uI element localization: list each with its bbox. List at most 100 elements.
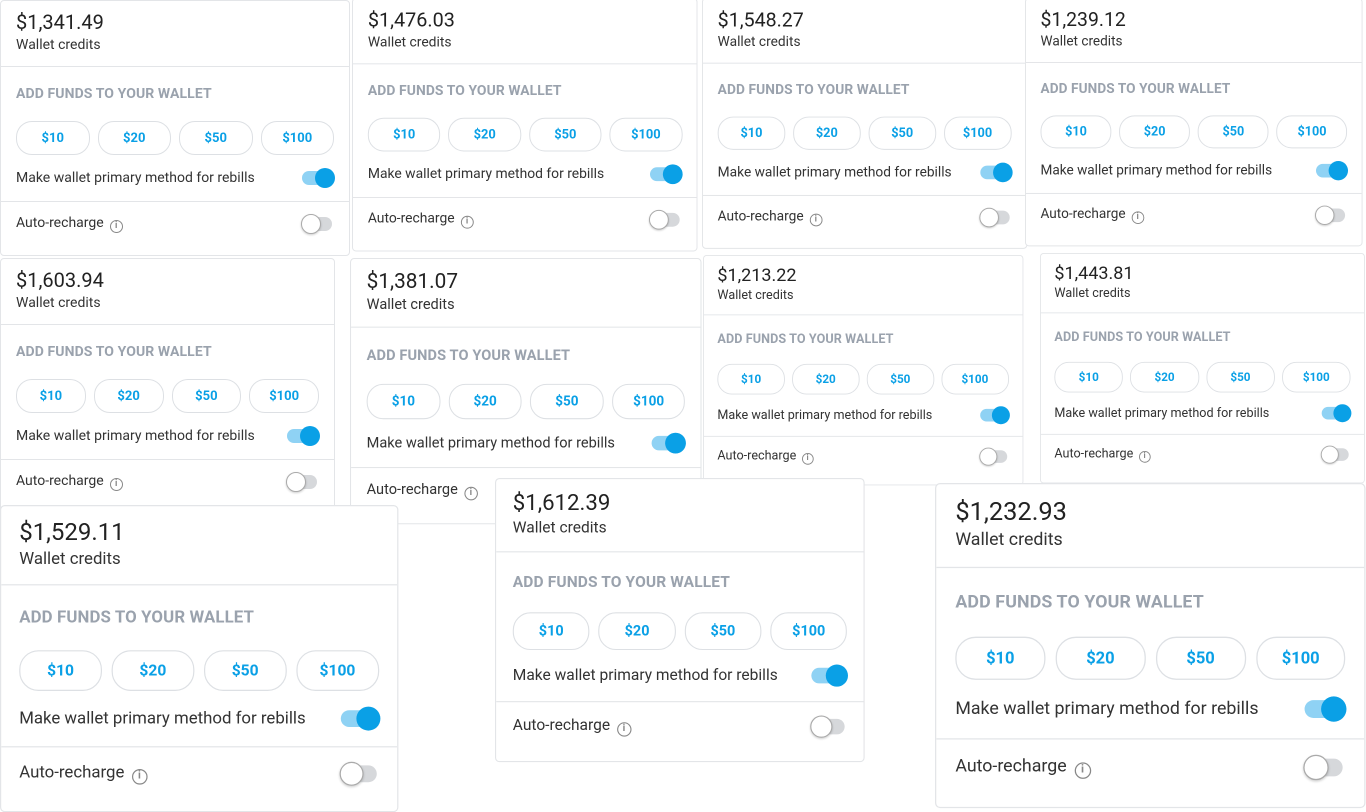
amount-button[interactable]: $10: [1040, 115, 1112, 149]
amount-button[interactable]: $50: [528, 117, 602, 152]
primary-toggle[interactable]: [1321, 404, 1352, 423]
amount-button[interactable]: $50: [530, 383, 604, 420]
info-icon[interactable]: i: [131, 769, 148, 785]
amount-button[interactable]: $10: [512, 612, 590, 651]
primary-label: Make wallet primary method for rebills: [16, 428, 255, 444]
amount-button[interactable]: $20: [448, 383, 522, 420]
amount-buttons: $10 $20 $50 $100: [16, 121, 334, 155]
amount-button[interactable]: $50: [203, 650, 287, 691]
amount-button[interactable]: $100: [609, 117, 683, 152]
amount-button[interactable]: $10: [955, 636, 1046, 680]
toggle-knob: [826, 664, 849, 687]
info-icon[interactable]: i: [801, 453, 814, 465]
amount-button[interactable]: $50: [868, 116, 936, 150]
amount-button[interactable]: $20: [97, 121, 171, 155]
balance-label: Wallet credits: [717, 34, 801, 50]
amount-button[interactable]: $10: [366, 383, 441, 420]
wallet-card: $1,443.81 Wallet credits ADD FUNDS TO YOUR…: [1040, 253, 1365, 484]
amount-button[interactable]: $20: [1055, 636, 1146, 680]
primary-toggle[interactable]: [650, 164, 684, 185]
balance-label: Wallet credits: [955, 529, 1063, 551]
primary-row: Make wallet primary method for rebills: [352, 151, 697, 198]
auto-recharge-toggle[interactable]: [301, 214, 334, 234]
auto-recharge-toggle[interactable]: [810, 715, 848, 738]
info-icon[interactable]: i: [1074, 762, 1091, 779]
primary-toggle[interactable]: [302, 168, 335, 188]
amount-button[interactable]: $10: [367, 117, 441, 152]
auto-recharge-toggle[interactable]: [1315, 205, 1347, 225]
amount-buttons: $10 $20 $50 $100: [366, 383, 686, 420]
amount-button[interactable]: $100: [770, 612, 848, 651]
auto-recharge-row: Auto-recharge i: [1054, 435, 1350, 475]
amount-button[interactable]: $100: [1276, 115, 1348, 149]
amount-button[interactable]: $100: [611, 383, 686, 420]
auto-recharge-toggle[interactable]: [339, 761, 378, 786]
balance: $1,476.03: [367, 7, 455, 32]
auto-recharge-row: Auto-recharge i: [513, 702, 847, 751]
amount-button[interactable]: $50: [684, 612, 762, 651]
amount-button[interactable]: $10: [717, 116, 786, 150]
auto-recharge-toggle[interactable]: [286, 472, 319, 492]
amount-button[interactable]: $10: [19, 650, 102, 691]
amount-button[interactable]: $50: [866, 363, 935, 395]
auto-recharge-toggle[interactable]: [649, 209, 682, 230]
amount-button[interactable]: $100: [249, 379, 319, 413]
info-icon[interactable]: i: [809, 213, 823, 227]
toggle-knob: [991, 406, 1010, 425]
amount-button[interactable]: $20: [93, 379, 164, 413]
amount-button[interactable]: $20: [792, 363, 860, 395]
amount-button[interactable]: $50: [171, 379, 242, 413]
amount-button[interactable]: $100: [296, 650, 379, 691]
info-icon[interactable]: i: [616, 722, 632, 737]
amount-button[interactable]: $50: [1155, 636, 1246, 680]
primary-toggle[interactable]: [811, 664, 849, 687]
auto-recharge-toggle[interactable]: [1303, 754, 1346, 781]
amount-button[interactable]: $20: [1130, 361, 1199, 393]
primary-toggle[interactable]: [1316, 160, 1349, 181]
primary-toggle[interactable]: [979, 162, 1013, 183]
wallet-card: $1,213.22 Wallet credits ADD FUNDS TO YOUR…: [703, 255, 1023, 486]
auto-recharge-toggle[interactable]: [978, 207, 1011, 228]
primary-toggle[interactable]: [979, 406, 1010, 425]
primary-toggle[interactable]: [652, 432, 687, 454]
info-icon[interactable]: i: [109, 220, 123, 233]
auto-recharge-label: Auto-recharge: [367, 210, 455, 227]
primary-toggle[interactable]: [287, 426, 320, 446]
amount-button[interactable]: $20: [448, 117, 522, 152]
amount-button[interactable]: $100: [943, 116, 1012, 150]
amount-button[interactable]: $20: [793, 116, 861, 150]
balance: $1,381.07: [366, 268, 459, 294]
amount-button[interactable]: $50: [1197, 115, 1269, 149]
amount-button[interactable]: $100: [941, 363, 1009, 395]
info-icon[interactable]: i: [1131, 211, 1144, 225]
auto-recharge-row: Auto-recharge i: [19, 747, 379, 800]
card-header: $1,239.12 Wallet credits: [1025, 0, 1363, 63]
amount-button[interactable]: $10: [16, 379, 86, 413]
info-icon[interactable]: i: [464, 486, 478, 501]
auto-recharge-label: Auto-recharge: [717, 448, 797, 463]
amount-button[interactable]: $20: [1119, 115, 1191, 149]
primary-toggle[interactable]: [1305, 696, 1347, 722]
card-header: $1,603.94 Wallet credits: [1, 259, 334, 325]
auto-recharge-toggle[interactable]: [1320, 445, 1351, 464]
primary-label: Make wallet primary method for rebills: [717, 164, 952, 181]
amount-button[interactable]: $10: [16, 121, 90, 155]
amount-button[interactable]: $10: [717, 363, 785, 395]
card-header: $1,612.39 Wallet credits: [496, 479, 864, 553]
amount-button[interactable]: $20: [111, 650, 195, 691]
amount-button[interactable]: $50: [179, 121, 253, 155]
info-icon[interactable]: i: [1138, 451, 1151, 463]
primary-toggle[interactable]: [340, 706, 380, 731]
info-icon[interactable]: i: [460, 215, 474, 229]
amount-button[interactable]: $50: [1206, 361, 1275, 393]
amount-button[interactable]: $100: [1255, 636, 1346, 680]
auto-recharge-toggle[interactable]: [978, 447, 1009, 466]
amount-button[interactable]: $100: [1281, 361, 1351, 393]
toggle-knob: [992, 162, 1013, 183]
balance: $1,548.27: [717, 7, 804, 32]
add-funds-section: ADD FUNDS TO YOUR WALLET $10 $20 $50 $100 Mak…: [703, 332, 1023, 476]
amount-button[interactable]: $10: [1054, 361, 1124, 393]
info-icon[interactable]: i: [109, 478, 123, 491]
amount-button[interactable]: $100: [260, 121, 334, 155]
amount-button[interactable]: $20: [598, 612, 676, 651]
